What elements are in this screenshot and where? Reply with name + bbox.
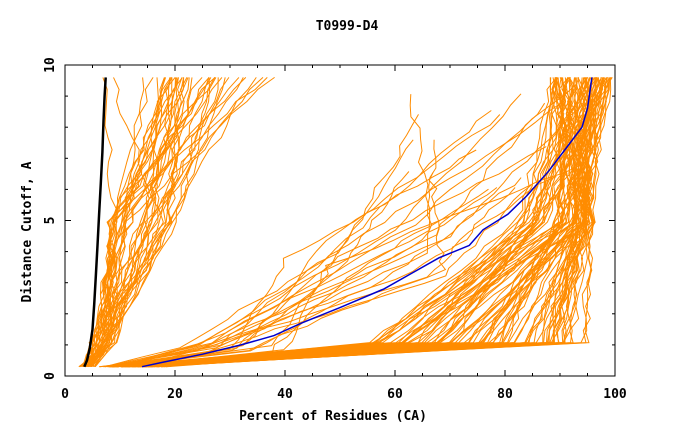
model-curve xyxy=(141,77,587,368)
model-curve xyxy=(113,77,570,368)
x-tick-label: 40 xyxy=(277,387,293,402)
model-curve xyxy=(111,77,556,368)
model-curve xyxy=(78,77,240,368)
model-curve xyxy=(122,188,489,368)
model-curve xyxy=(81,77,118,367)
y-tick-label: 0 xyxy=(43,372,58,380)
x-tick-label: 20 xyxy=(167,387,183,402)
model-curve xyxy=(137,77,594,368)
orange-model-curves xyxy=(78,76,613,368)
x-tick-label: 60 xyxy=(387,387,403,402)
model-curve xyxy=(127,77,576,368)
model-curve xyxy=(94,77,244,368)
blue-series-line xyxy=(141,77,593,368)
model-curve xyxy=(133,77,580,368)
model-curve xyxy=(100,184,532,368)
model-curve xyxy=(90,77,189,368)
model-curve xyxy=(137,77,594,368)
model-curve xyxy=(113,106,582,368)
model-curve xyxy=(105,139,437,368)
model-curve xyxy=(144,77,564,368)
model-curve xyxy=(134,77,610,368)
model-curve xyxy=(153,77,572,368)
model-curve xyxy=(106,176,557,368)
model-curve xyxy=(91,77,154,367)
model-curve xyxy=(165,77,559,368)
x-tick-label: 80 xyxy=(497,387,513,402)
x-tick-label: 100 xyxy=(603,387,627,402)
model-curve xyxy=(133,77,596,368)
model-curve xyxy=(110,77,576,368)
highlight-curves xyxy=(83,77,593,368)
model-curve xyxy=(150,77,588,368)
x-axis-label: Percent of Residues (CA) xyxy=(239,409,427,424)
model-curve xyxy=(111,77,588,368)
model-curve xyxy=(122,149,477,368)
model-curve xyxy=(79,77,178,368)
model-curve xyxy=(104,139,414,368)
model-curve xyxy=(149,77,579,368)
model-curve xyxy=(129,77,552,368)
model-curve xyxy=(105,83,578,368)
model-curve xyxy=(117,177,522,368)
model-curve xyxy=(103,171,410,368)
black-series-line xyxy=(83,77,107,368)
model-curve xyxy=(82,77,216,367)
model-curve xyxy=(121,77,604,368)
model-curve xyxy=(94,77,211,367)
y-tick-label: 5 xyxy=(43,217,58,225)
model-curve xyxy=(87,77,176,367)
model-curve xyxy=(136,77,597,368)
y-tick-label: 10 xyxy=(43,57,58,73)
model-curve xyxy=(128,187,498,368)
model-curve xyxy=(119,94,431,368)
chart-title: T0999-D4 xyxy=(316,19,379,34)
model-curve xyxy=(87,77,230,368)
y-axis-label: Distance Cutoff, A xyxy=(20,161,35,302)
model-curve xyxy=(125,163,583,368)
model-curve xyxy=(115,77,586,368)
model-curve xyxy=(128,187,516,368)
model-curve xyxy=(120,77,582,368)
x-tick-label: 0 xyxy=(61,387,69,402)
model-curve xyxy=(144,77,557,368)
model-curve xyxy=(112,110,492,368)
model-curve xyxy=(86,77,174,367)
model-curve xyxy=(85,77,160,367)
model-curve xyxy=(163,77,557,368)
model-curve xyxy=(161,77,590,368)
axis-ticks: 0 20 40 60 80 100 0 5 10 xyxy=(43,57,627,402)
model-curve xyxy=(116,77,589,368)
model-curve xyxy=(81,77,145,367)
model-curve xyxy=(82,77,188,368)
model-curve xyxy=(116,100,566,368)
model-curve xyxy=(94,77,210,368)
model-curve xyxy=(113,77,595,368)
model-curve xyxy=(151,77,568,368)
